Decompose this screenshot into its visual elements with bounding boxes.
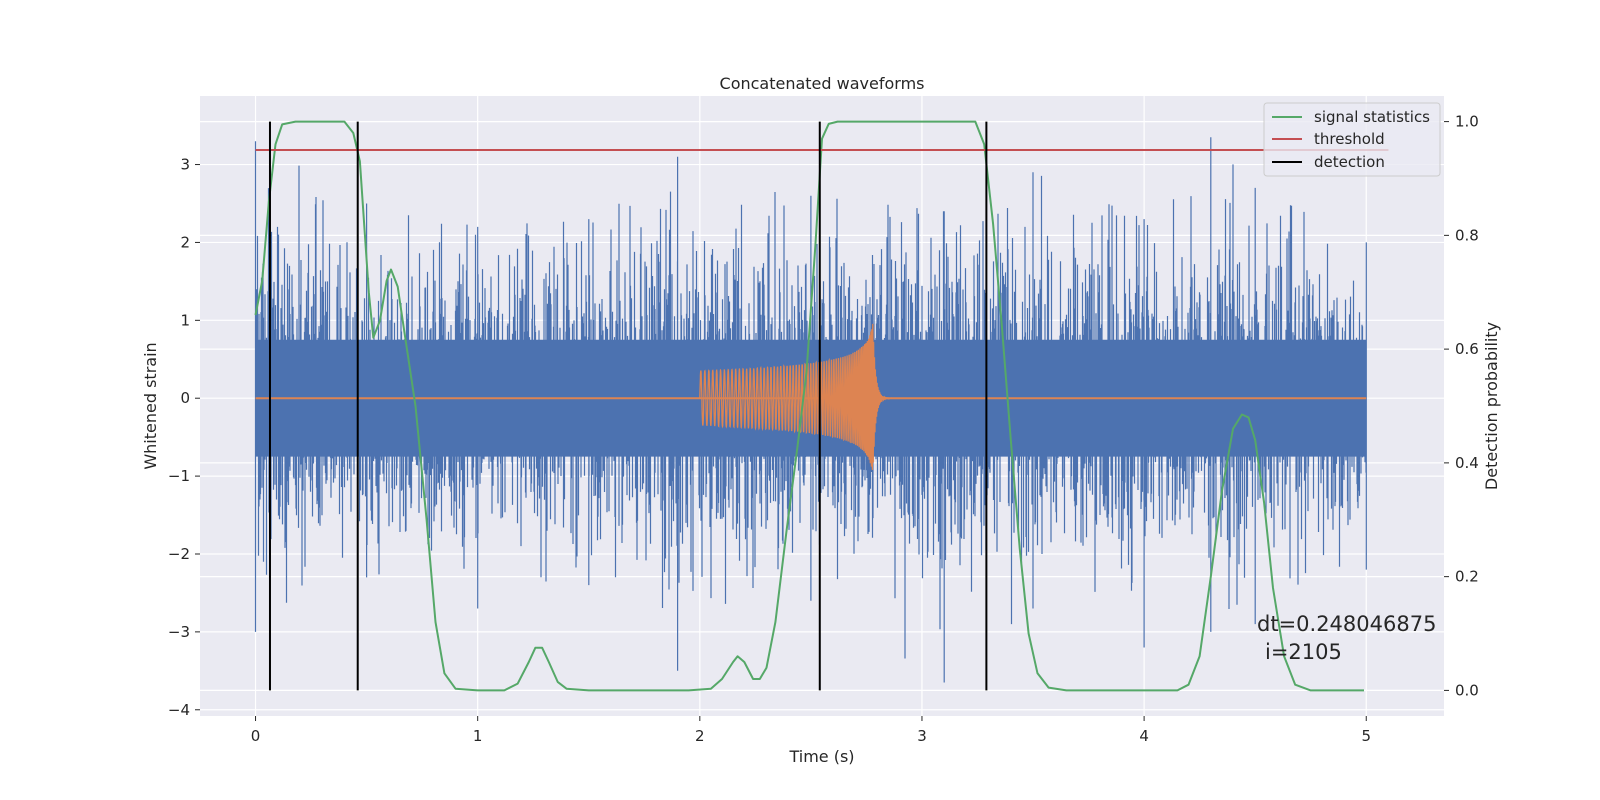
y-tick-label-1: −3 [168,623,190,641]
x-tick-label-3: 3 [917,727,927,745]
annotation-index: i=2105 [1265,640,1342,664]
x-tick-label-4: 4 [1139,727,1149,745]
x-tick-label-5: 5 [1361,727,1371,745]
y-axis-title: Whitened strain [141,342,160,469]
y2-axis-title: Detection probability [1482,322,1501,490]
y-tick-label-6: 2 [180,233,190,251]
y-tick-label-7: 3 [180,156,190,174]
legend-box [1263,102,1441,177]
y-tick-label-4: 0 [180,389,190,407]
y2-tick-label-2: 0.4 [1455,454,1479,472]
x-tick-label-0: 0 [251,727,261,745]
legend-label-threshold: threshold [1314,130,1385,148]
y-tick-label-2: −2 [168,545,190,563]
series-injected-waveform [699,323,922,470]
x-axis-title: Time (s) [788,747,854,766]
y2-tick-label-5: 1.0 [1455,113,1479,131]
plot-area [254,120,1389,692]
annotation-dt: dt=0.248046875 [1257,612,1436,636]
legend-label-detection: detection [1314,153,1385,171]
y2-tick-label-3: 0.6 [1455,340,1479,358]
y2-tick-label-1: 0.2 [1455,568,1479,586]
legend: signal statistics threshold detection [1263,102,1441,177]
y2-tick-label-0: 0.0 [1455,681,1479,699]
chart-title: Concatenated waveforms [720,74,925,93]
y-tick-label-0: −4 [168,701,190,719]
x-tick-label-2: 2 [695,727,705,745]
y-tick-label-3: −1 [168,467,190,485]
x-tick-label-1: 1 [473,727,483,745]
axes: 0 1 2 3 4 5 −4 −3 −2 −1 0 1 2 3 0.0 0.2 0.4 0.6 0.8 1.0 [168,113,1479,745]
y-tick-label-5: 1 [180,311,190,329]
legend-label-signal-statistics: signal statistics [1314,108,1430,126]
series-signal-statistics [254,120,1364,692]
y2-tick-label-4: 0.8 [1455,226,1479,244]
